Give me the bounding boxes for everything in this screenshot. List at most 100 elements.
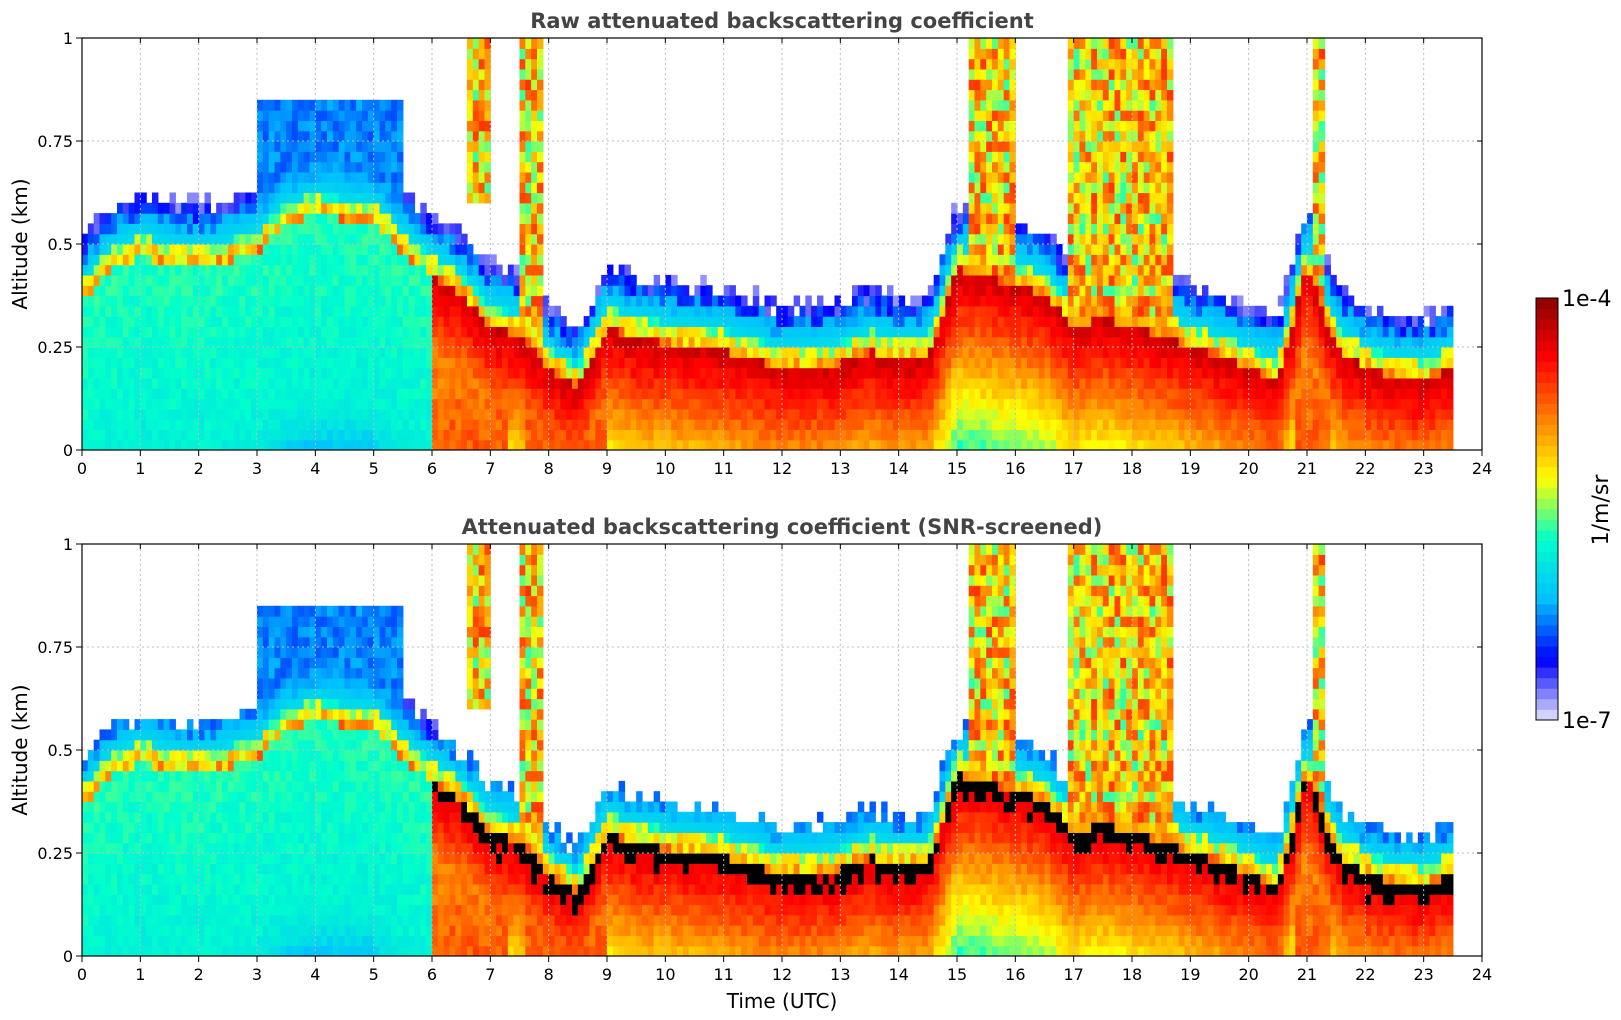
heatmap-cell bbox=[525, 161, 532, 173]
heatmap-cell bbox=[268, 264, 276, 276]
heatmap-cell bbox=[303, 213, 311, 224]
heatmap-cell bbox=[1161, 130, 1168, 142]
heatmap-cell bbox=[980, 254, 987, 266]
heatmap-cell bbox=[1062, 264, 1069, 276]
heatmap-cell bbox=[461, 254, 468, 266]
heatmap-cell bbox=[391, 213, 398, 224]
heatmap-cell bbox=[974, 408, 981, 420]
heatmap-cell bbox=[962, 264, 970, 276]
heatmap-cell bbox=[875, 336, 882, 348]
heatmap-cell bbox=[507, 274, 515, 286]
heatmap-cell bbox=[1213, 398, 1221, 410]
heatmap-cell bbox=[653, 388, 661, 400]
heatmap-cell bbox=[519, 38, 526, 49]
heatmap-cell bbox=[752, 336, 760, 348]
heatmap-cell bbox=[1295, 285, 1302, 297]
heatmap-cell bbox=[134, 388, 141, 400]
heatmap-cell bbox=[1295, 347, 1302, 358]
heatmap-cell bbox=[502, 419, 509, 430]
heatmap-cell bbox=[758, 377, 766, 389]
heatmap-cell bbox=[793, 377, 801, 389]
heatmap-cell bbox=[840, 316, 847, 327]
heatmap-cell bbox=[426, 305, 433, 317]
heatmap-cell bbox=[373, 295, 381, 307]
heatmap-cell bbox=[962, 367, 970, 379]
heatmap-cell bbox=[315, 161, 322, 173]
heatmap-cell bbox=[1307, 377, 1314, 389]
heatmap-cell bbox=[1295, 439, 1302, 450]
heatmap-cell bbox=[1091, 38, 1098, 49]
heatmap-cell bbox=[601, 439, 608, 450]
heatmap-cell bbox=[1027, 274, 1034, 286]
heatmap-cell bbox=[822, 357, 830, 369]
heatmap-cell bbox=[443, 233, 451, 245]
heatmap-cell bbox=[1190, 398, 1197, 410]
heatmap-cell bbox=[537, 48, 544, 60]
heatmap-cell bbox=[1021, 244, 1028, 255]
heatmap-cell bbox=[484, 79, 491, 91]
heatmap-cell bbox=[1102, 68, 1110, 80]
heatmap-cell bbox=[706, 398, 713, 410]
heatmap-cell bbox=[1079, 336, 1086, 348]
heatmap-cell bbox=[356, 274, 363, 286]
heatmap-cell bbox=[1155, 439, 1162, 450]
heatmap-cell bbox=[274, 192, 281, 204]
heatmap-cell bbox=[338, 357, 346, 369]
heatmap-cell bbox=[432, 274, 439, 286]
heatmap-cell bbox=[554, 347, 561, 358]
heatmap-cell bbox=[1027, 439, 1034, 450]
heatmap-cell bbox=[1091, 244, 1098, 255]
heatmap-cell bbox=[764, 419, 771, 430]
heatmap-cell bbox=[1091, 357, 1098, 369]
heatmap-cell bbox=[933, 419, 941, 430]
heatmap-cell bbox=[595, 285, 602, 297]
heatmap-cell bbox=[169, 274, 176, 286]
heatmap-cell bbox=[1085, 326, 1092, 338]
heatmap-cell bbox=[1132, 336, 1139, 348]
heatmap-cell bbox=[787, 429, 795, 441]
heatmap-cell bbox=[332, 419, 340, 430]
heatmap-cell bbox=[898, 316, 906, 327]
heatmap-cell bbox=[280, 192, 287, 204]
heatmap-cell bbox=[111, 223, 118, 235]
heatmap-cell bbox=[117, 336, 124, 348]
heatmap-cell bbox=[93, 429, 101, 441]
heatmap-cell bbox=[1021, 295, 1028, 307]
heatmap-cell bbox=[280, 151, 287, 163]
heatmap-cell bbox=[502, 377, 509, 389]
heatmap-cell bbox=[805, 305, 812, 317]
heatmap-cell bbox=[694, 285, 701, 297]
heatmap-cell bbox=[245, 388, 252, 400]
heatmap-cell bbox=[1079, 171, 1086, 183]
heatmap-cell bbox=[274, 182, 281, 194]
heatmap-cell bbox=[484, 161, 491, 173]
heatmap-cell bbox=[1172, 316, 1180, 327]
heatmap-cell bbox=[175, 429, 182, 441]
heatmap-cell bbox=[682, 316, 690, 327]
heatmap-cell bbox=[659, 398, 666, 410]
heatmap-cell bbox=[344, 213, 351, 224]
heatmap-cell bbox=[472, 254, 480, 266]
heatmap-cell bbox=[974, 182, 981, 194]
heatmap-cell bbox=[233, 377, 241, 389]
heatmap-cell bbox=[362, 388, 369, 400]
heatmap-cell bbox=[1248, 326, 1256, 338]
heatmap-cell bbox=[1003, 130, 1011, 142]
heatmap-cell bbox=[647, 388, 655, 400]
heatmap-cell bbox=[1079, 264, 1086, 276]
heatmap-cell bbox=[712, 347, 719, 358]
heatmap-cell bbox=[1073, 336, 1081, 348]
heatmap-cell bbox=[157, 233, 165, 245]
heatmap-cell bbox=[712, 429, 719, 441]
heatmap-cell bbox=[1097, 398, 1104, 410]
heatmap-cell bbox=[397, 398, 404, 410]
heatmap-cell bbox=[111, 244, 118, 255]
heatmap-cell bbox=[227, 408, 235, 420]
heatmap-cell bbox=[712, 367, 719, 379]
heatmap-cell bbox=[152, 398, 159, 410]
heatmap-cell bbox=[852, 388, 859, 400]
heatmap-cell bbox=[1172, 388, 1180, 400]
heatmap-cell bbox=[945, 367, 952, 379]
heatmap-cell bbox=[1050, 316, 1057, 327]
heatmap-cell bbox=[1260, 336, 1267, 348]
